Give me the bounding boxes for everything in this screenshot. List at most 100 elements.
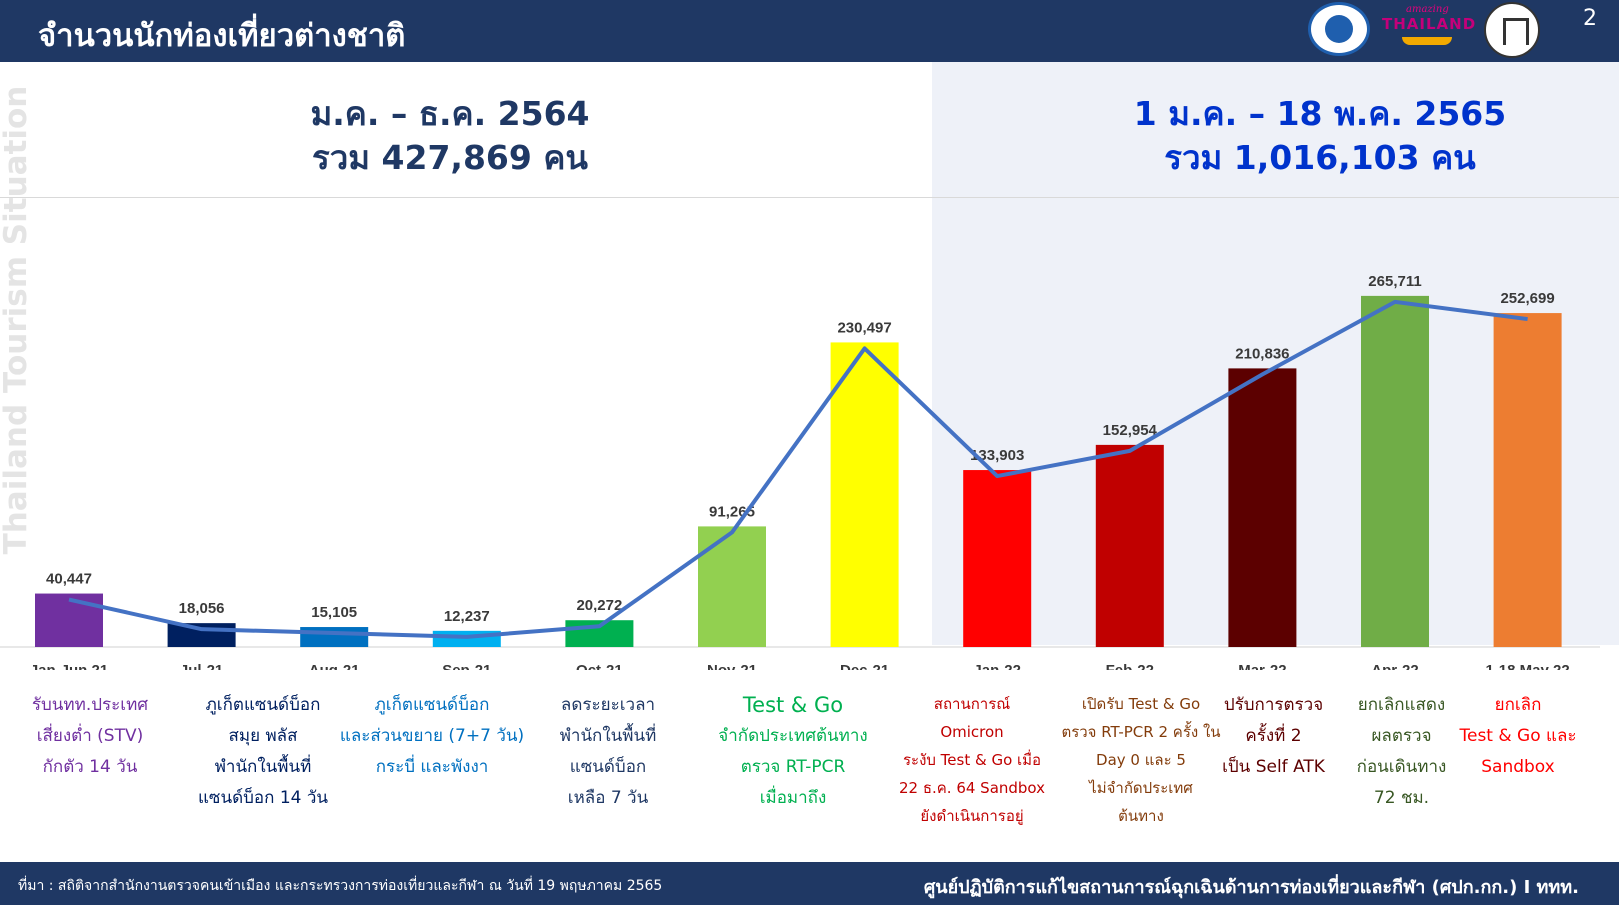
bar-5 [698,526,766,647]
data-label: 210,836 [1235,345,1289,362]
x-tick-label: Jan-Jun 21 [30,662,108,670]
period-2565-summary: 1 ม.ค. – 18 พ.ค. 2565 รวม 1,016,103 คน [1060,92,1580,180]
x-tick-label: Oct-21 [576,662,623,670]
policy-note: เปิดรับ Test & Go ตรวจ RT-PCR 2 ครั้ง ใน D… [1036,690,1246,830]
logo-text-amazing: amazing [1406,4,1449,15]
title-bar: จำนวนนักท่องเที่ยวต่างชาติ amazing THAIL… [0,0,1619,62]
policy-note-line: เป็น Self ATK [1222,757,1325,777]
policy-note-line: Sandbox [1481,757,1555,777]
policy-note-line: ก่อนเดินทาง [1356,757,1447,777]
policy-note-line: ไม่จำกัดประเทศ [1089,779,1193,797]
bar-0 [35,593,103,647]
policy-note-line: Test & Go และ [1459,726,1577,746]
x-tick-label: Apr-22 [1371,662,1419,670]
policy-note-line: Test & Go [742,693,844,717]
data-label: 15,105 [311,604,357,621]
policy-note: ปรับการตรวจครั้งที่ 2 เป็น Self ATK [1196,690,1351,783]
x-tick-label: Sep-21 [442,662,491,670]
data-label: 152,954 [1103,422,1158,439]
policy-note: ภูเก็ตแซนด์บ็อกและส่วนขยาย (7+7 วัน) กระบ… [322,690,542,783]
policy-note-line: 22 ธ.ค. 64 Sandbox [898,779,1046,797]
data-label: 133,903 [970,447,1024,464]
policy-note-line: ยกเลิก [1494,695,1542,715]
policy-note-line: ภูเก็ตแซนด์บ็อก [205,695,321,715]
policy-note-line: ยกเลิกแสดง [1357,695,1446,715]
policy-note-line: เปิดรับ Test & Go [1081,695,1201,713]
x-tick-label: 1-18 May 22 [1485,662,1569,670]
footer-bar: ที่มา : สถิติจากสำนักงานตรวจคนเข้าเมือง … [0,862,1619,905]
policy-note-line: สมุย พลัส [228,726,298,746]
policy-note-line: ปรับการตรวจ [1223,695,1324,715]
government-seal-logo [1308,2,1370,56]
period-2565-total: รวม 1,016,103 คน [1164,138,1476,177]
policy-note-line: เสี่ยงต่ำ (STV) [36,726,144,746]
policy-note: ลดระยะเวลาพำนักในพื้นที่แซนด์บ็อกเหลือ 7… [518,690,698,814]
policy-note-line: กักตัว 14 วัน [42,757,138,777]
bar-7 [963,470,1032,647]
source-note: ที่มา : สถิติจากสำนักงานตรวจคนเข้าเมือง … [18,878,663,894]
policy-note-line: กระบี่ และพังงา [375,757,489,777]
x-tick-label: Jan-22 [973,662,1021,670]
policy-note: ยกเลิกแสดงผลตรวจก่อนเดินทาง 72 ชม. [1324,690,1479,814]
x-tick-label: Feb-22 [1106,662,1154,670]
trend-line-series [68,299,1528,639]
tat-logo [1484,2,1540,58]
policy-note-line: แซนด์บ็อก [569,757,647,777]
bar-9 [1228,368,1297,647]
data-label: 18,056 [179,600,225,617]
policy-note-line: ระงับ Test & Go เมื่อ [902,751,1042,769]
x-tick-label: Jul-21 [180,662,223,670]
data-label: 20,272 [576,597,622,614]
policy-note-line: แซนด์บ็อก 14 วัน [197,788,329,808]
policy-note-line: รับนทท.ประเทศ [31,695,149,715]
page-number: 2 [1583,6,1597,31]
policy-note-line: ต้นทาง [1118,807,1164,825]
policy-note-line: ตรวจ RT-PCR [740,757,846,777]
policy-note-line: ผลตรวจ [1371,726,1432,746]
policy-note-line: ตรวจ RT-PCR 2 ครั้ง ใน [1061,723,1221,741]
policy-note: ยกเลิก Test & Go และ Sandbox [1438,690,1598,783]
policy-note-line: เมื่อมาถึง [759,788,827,808]
organization-name: ศูนย์ปฏิบัติการแก้ไขสถานการณ์ฉุกเฉินด้าน… [923,877,1579,898]
header-divider [0,197,1619,198]
bar-10 [1361,295,1429,647]
policy-note: Test & Go จำกัดประเทศต้นทางตรวจ RT-PCR เมื… [693,690,893,814]
policy-note-line: ภูเก็ตแซนด์บ็อก [374,695,490,715]
x-tick-label: Aug-21 [309,662,360,670]
bar-6 [830,342,899,647]
bar-2 [300,627,369,647]
policy-note-line: จำกัดประเทศต้นทาง [718,726,868,746]
policy-note-line: พำนักในพื้นที่ [559,726,657,746]
tourist-arrivals-chart: Jan-Jun 21 40,447 Jul-21 18,056 Aug-21 15,105… [0,273,1600,670]
x-tick-label: Mar-22 [1238,662,1286,670]
policy-note-line: ยังดำเนินการอยู่ [920,807,1024,825]
policy-note-line: Day 0 และ 5 [1096,751,1186,769]
data-label: 12,237 [444,608,490,625]
bar-11 [1493,313,1562,647]
data-label: 265,711 [1368,273,1421,290]
period-2564-total: รวม 427,869 คน [312,138,588,177]
logo-smile-shape [1402,37,1452,45]
data-label: 230,497 [837,319,891,336]
bar-8 [1095,444,1164,647]
policy-note: สถานการณ์ Omicron ระงับ Test & Go เมื่อ 22 … [872,690,1072,830]
policy-note-line: ลดระยะเวลา [560,695,656,715]
policy-note-line: เหลือ 7 วัน [567,788,649,808]
logo-text-thailand: THAILAND [1382,15,1477,33]
bar-1 [167,623,236,647]
policy-note: รับนทท.ประเทศเสี่ยงต่ำ (STV) กักตัว 14 วั… [10,690,170,783]
policy-note-line: 72 ชม. [1373,788,1430,808]
data-label: 252,699 [1500,290,1554,307]
policy-note-line: พำนักในพื้นที่ [214,757,312,777]
page-title: จำนวนนักท่องเที่ยวต่างชาติ [38,18,406,54]
period-2565-range: 1 ม.ค. – 18 พ.ค. 2565 [1133,94,1507,133]
policy-note: ภูเก็ตแซนด์บ็อกสมุย พลัสพำนักในพื้นที่แซ… [168,690,358,814]
period-2564-summary: ม.ค. – ธ.ค. 2564 รวม 427,869 คน [220,92,680,180]
policy-note-line: ครั้งที่ 2 [1245,726,1302,746]
policy-note-line: สถานการณ์ [933,695,1011,713]
policy-note-line: Omicron [940,723,1004,741]
period-2564-range: ม.ค. – ธ.ค. 2564 [310,94,590,133]
policy-note-line: และส่วนขยาย (7+7 วัน) [339,726,525,746]
amazing-thailand-logo: amazing THAILAND [1382,4,1478,54]
x-tick-label: Nov-21 [707,662,757,670]
